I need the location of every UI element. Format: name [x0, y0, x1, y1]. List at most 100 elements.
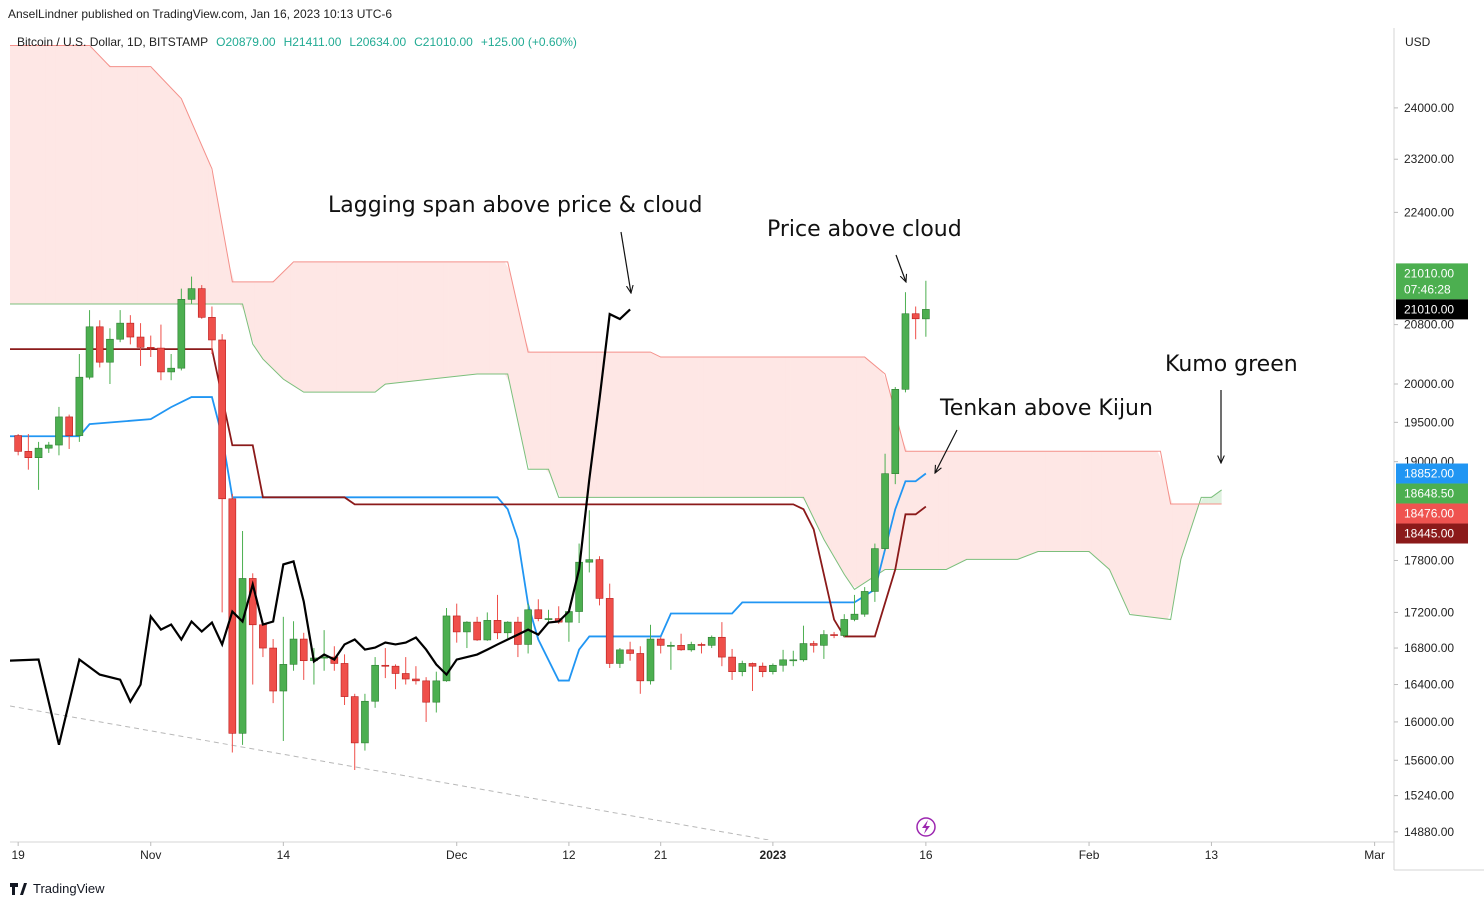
cloud-fill — [1070, 451, 1076, 552]
cloud-fill — [968, 451, 974, 560]
cloud-fill — [1142, 451, 1148, 617]
candle-body — [289, 638, 298, 665]
cloud-fill — [718, 357, 724, 498]
price-label: 21010.00 — [1404, 302, 1454, 316]
candle-body — [14, 435, 22, 452]
cloud-fill — [616, 352, 622, 498]
candle-body — [197, 288, 206, 318]
arrow — [895, 254, 906, 282]
candle-body — [167, 367, 175, 373]
cloud-fill — [831, 357, 837, 561]
cloud-fill — [1172, 504, 1178, 608]
cloud-fill — [729, 357, 735, 498]
cloud-fill — [346, 261, 352, 393]
cloud-fill — [356, 261, 362, 393]
cloud-fill — [132, 66, 138, 304]
cloud-fill — [683, 357, 689, 498]
cloud-fill — [1004, 451, 1010, 560]
x-tick-label: Dec — [446, 848, 467, 862]
candle-body — [157, 347, 165, 373]
event-icon[interactable] — [916, 817, 936, 837]
candle-body — [44, 444, 53, 449]
candle-body — [299, 638, 308, 662]
candle-body — [473, 621, 481, 641]
cloud-fill — [1029, 451, 1035, 555]
cloud-fill — [514, 292, 520, 431]
price-label: 18648.50 — [1404, 487, 1454, 501]
cloud-fill — [999, 451, 1005, 560]
cloud-fill — [805, 357, 811, 512]
cloud-fill — [377, 261, 383, 391]
cloud-fill — [601, 352, 607, 498]
cloud-fill — [20, 45, 26, 304]
cloud-fill — [795, 357, 801, 498]
cloud-fill — [1065, 451, 1071, 552]
annotations: Lagging span above price & cloud Price a… — [328, 193, 1298, 473]
cloud-fill — [1152, 451, 1158, 618]
candle-body — [95, 326, 104, 363]
cloud-fill — [723, 357, 730, 498]
cloud-fill — [1218, 489, 1222, 505]
ohlc-value: C21010.00 — [414, 35, 473, 49]
price-label: 21010.00 — [1404, 266, 1454, 280]
candle-body — [789, 659, 798, 662]
cloud-fill — [264, 281, 271, 367]
cloud-fill — [91, 47, 97, 304]
cloud-fill — [973, 451, 979, 560]
cloud-fill — [509, 270, 515, 407]
cloud-fill — [351, 261, 357, 393]
cloud-fill — [581, 352, 587, 498]
cloud-fill — [463, 261, 469, 376]
candle-body — [412, 678, 420, 682]
candle-body — [646, 638, 655, 682]
candle-body — [779, 659, 787, 666]
cloud-fill — [1096, 451, 1102, 563]
cloud-fill — [443, 261, 449, 378]
cloud-fill — [244, 281, 250, 332]
y-tick-label: 20000.00 — [1404, 377, 1454, 391]
candle-body — [707, 636, 716, 646]
cloud-fill — [769, 357, 775, 498]
x-tick-label: 21 — [654, 848, 668, 862]
cloud-fill — [907, 451, 913, 570]
candle-body — [208, 317, 216, 341]
cloud-fill — [785, 357, 791, 498]
cloud-fill — [137, 66, 143, 304]
cloud-fill — [326, 261, 332, 393]
cloud-fill — [86, 45, 92, 304]
candle-body — [218, 339, 226, 500]
cloud-fill — [871, 362, 877, 579]
price-label: 18852.00 — [1404, 467, 1454, 481]
cloud-fill — [1055, 451, 1061, 552]
cloud-fill — [1106, 451, 1112, 574]
cloud-fill — [50, 45, 56, 304]
cloud-fill — [1131, 451, 1137, 616]
cloud-fill — [693, 357, 699, 498]
cloud-fill — [1126, 451, 1132, 615]
cloud-fill — [412, 261, 418, 382]
cloud-fill — [846, 357, 852, 585]
candle-body — [595, 559, 604, 599]
price-label-box — [1396, 523, 1468, 544]
cloud-fill — [55, 45, 61, 304]
cloud-fill — [178, 95, 184, 304]
candle-body — [748, 663, 757, 667]
cloud-fill — [550, 352, 556, 489]
cloud-fill — [96, 52, 102, 304]
price-label-box — [1396, 299, 1468, 320]
line — [10, 44, 1222, 505]
candle-body — [799, 643, 808, 661]
cloud-fill — [433, 261, 439, 379]
cloud-fill — [270, 279, 276, 372]
cloud-fill — [815, 357, 821, 533]
cloud-fill — [1208, 495, 1214, 505]
footer-logo: TradingView — [10, 881, 105, 896]
candle-body — [820, 634, 828, 646]
line — [10, 308, 631, 745]
cloud-fill — [1019, 451, 1025, 559]
candle-body — [452, 615, 461, 633]
candle-body — [401, 673, 410, 680]
cloud-fill — [876, 367, 883, 575]
